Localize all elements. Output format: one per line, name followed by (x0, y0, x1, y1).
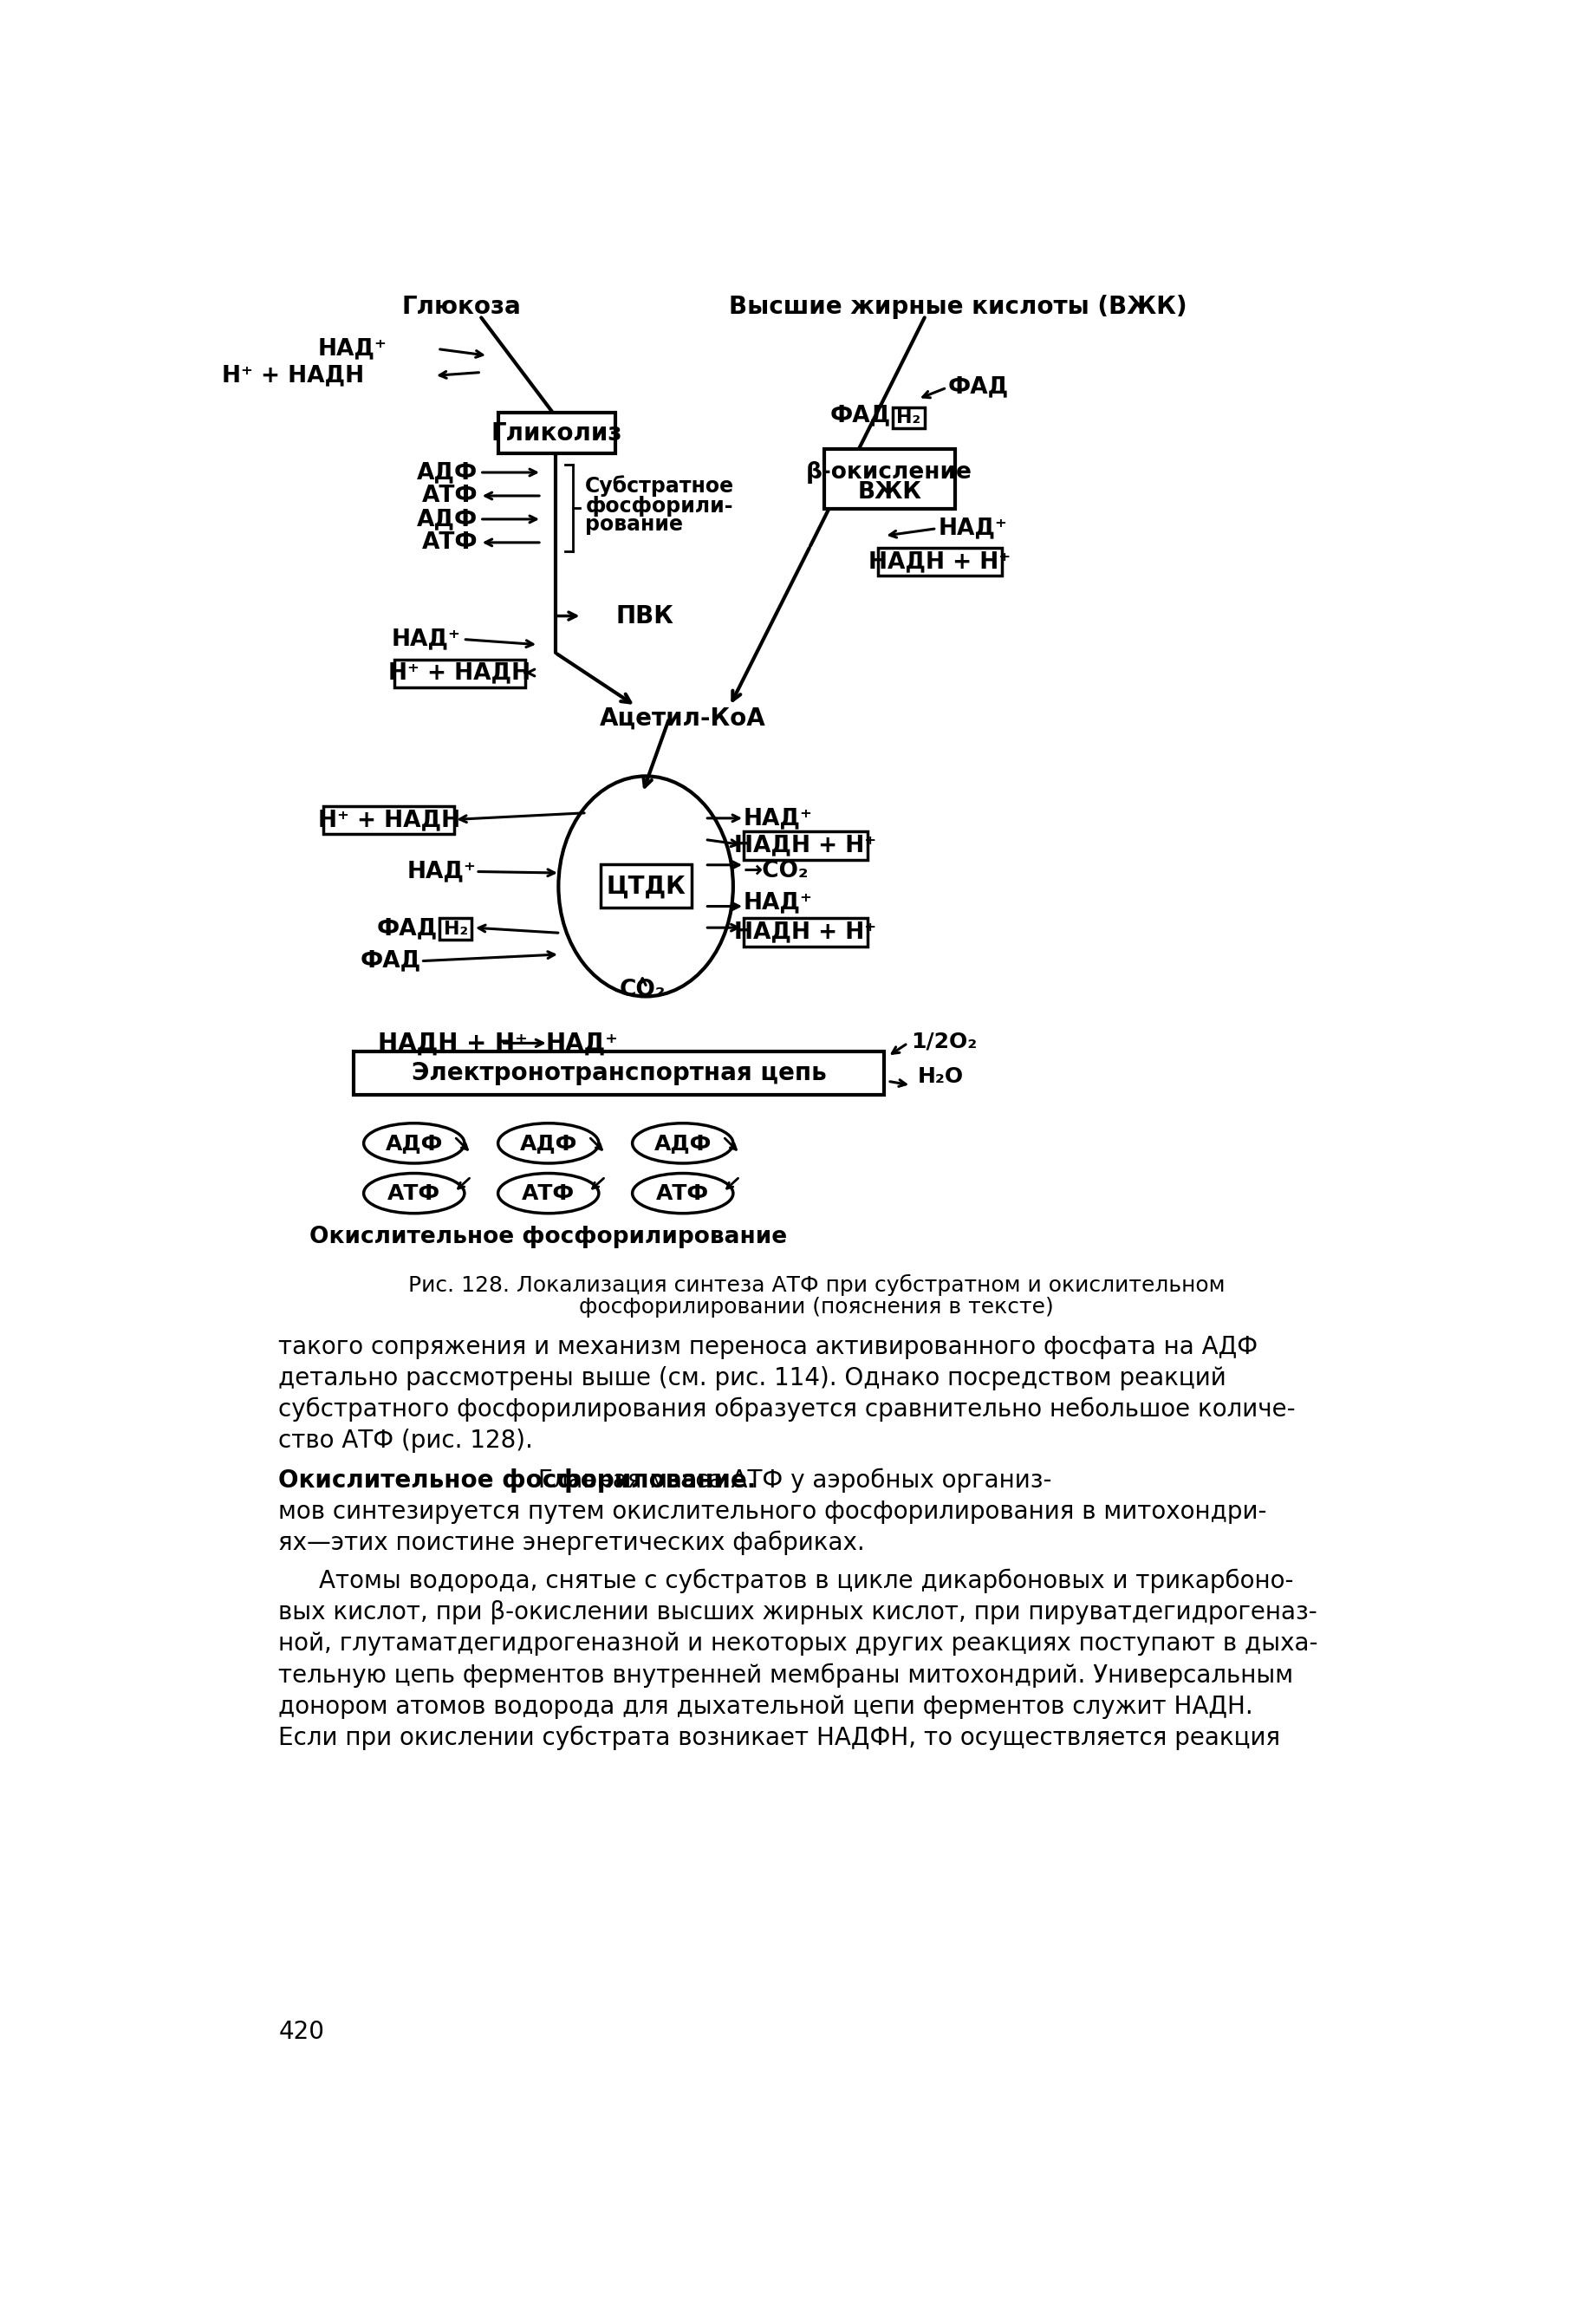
Text: →CO₂: →CO₂ (744, 860, 809, 883)
Text: НАД⁺: НАД⁺ (744, 806, 812, 830)
Text: НАД⁺: НАД⁺ (744, 892, 812, 913)
Text: ной, глутаматдегидрогеназной и некоторых других реакциях поступают в дыха-: ной, глутаматдегидрогеназной и некоторых… (279, 1631, 1317, 1657)
Text: субстратного фосфорилирования образуется сравнительно небольшое количе-: субстратного фосфорилирования образуется… (279, 1397, 1295, 1422)
Text: Глюкоза: Глюкоза (401, 295, 521, 318)
Bar (393, 660, 526, 688)
Text: ях—этих поистине энергетических фабриках.: ях—этих поистине энергетических фабриках… (279, 1532, 865, 1555)
Text: Н⁺ + НАДН: Н⁺ + НАДН (389, 662, 530, 686)
Text: фосфорили-: фосфорили- (585, 495, 733, 516)
Text: АДФ: АДФ (519, 1132, 577, 1153)
Text: Окислительное фосфорилование.: Окислительное фосфорилование. (279, 1469, 757, 1492)
Text: мов синтезируется путем окислительного фосфорилирования в митохондри-: мов синтезируется путем окислительного ф… (279, 1499, 1266, 1525)
Ellipse shape (559, 776, 733, 997)
Text: НАДН + Н⁺: НАДН + Н⁺ (868, 551, 1012, 574)
Text: ФАД: ФАД (360, 951, 421, 971)
Bar (744, 832, 868, 860)
Bar (878, 548, 1002, 576)
Text: Высшие жирные кислоты (ВЖК): Высшие жирные кислоты (ВЖК) (730, 295, 1187, 318)
Text: НАД⁺: НАД⁺ (938, 518, 1007, 539)
Text: НАДН + Н⁺: НАДН + Н⁺ (734, 834, 876, 858)
Bar (892, 407, 924, 428)
Text: 1/2O₂: 1/2O₂ (911, 1032, 977, 1050)
Bar (323, 806, 454, 834)
Text: НАДН + Н⁺: НАДН + Н⁺ (734, 920, 876, 944)
Text: ФАД: ФАД (948, 376, 1008, 397)
Text: детально рассмотрены выше (см. рис. 114). Однако посредством реакций: детально рассмотрены выше (см. рис. 114)… (279, 1367, 1227, 1390)
Bar (824, 449, 954, 509)
Text: АТФ: АТФ (523, 1183, 575, 1204)
Ellipse shape (363, 1174, 465, 1213)
Text: ство АТФ (рис. 128).: ство АТФ (рис. 128). (279, 1429, 534, 1452)
Ellipse shape (499, 1174, 599, 1213)
Text: Если при окислении субстрата возникает НАДФН, то осуществляется реакция: Если при окислении субстрата возникает Н… (279, 1727, 1281, 1750)
Text: Ацетил-КоА: Ацетил-КоА (599, 706, 766, 730)
Text: Н⁺ + НАДН: Н⁺ + НАДН (221, 365, 363, 386)
Text: ВЖК: ВЖК (857, 481, 921, 504)
Text: АДФ: АДФ (417, 509, 478, 530)
Text: Главная масса АТФ у аэробных организ-: Главная масса АТФ у аэробных организ- (530, 1469, 1051, 1492)
Text: донором атомов водорода для дыхательной цепи ферментов служит НАДН.: донором атомов водорода для дыхательной … (279, 1694, 1254, 1720)
Text: ФАД: ФАД (376, 918, 438, 939)
Text: Окислительное фосфорилирование: Окислительное фосфорилирование (309, 1225, 787, 1248)
Text: H₂: H₂ (897, 409, 921, 425)
Text: ПВК: ПВК (615, 604, 674, 627)
Text: АДФ: АДФ (417, 460, 478, 483)
Text: рование: рование (585, 514, 683, 535)
Ellipse shape (499, 1122, 599, 1164)
Text: Электронотранспортная цепь: Электронотранспортная цепь (411, 1062, 827, 1085)
Text: НАД⁺: НАД⁺ (408, 860, 476, 883)
Text: H₂O: H₂O (918, 1067, 964, 1088)
Text: Субстратное: Субстратное (585, 474, 734, 497)
Text: НАД⁺: НАД⁺ (319, 337, 387, 360)
Text: Н⁺ + НАДН: Н⁺ + НАДН (317, 809, 460, 832)
Text: Гликолиз: Гликолиз (491, 421, 623, 446)
Text: АТФ: АТФ (422, 532, 478, 553)
Text: АДФ: АДФ (655, 1132, 712, 1153)
Text: ФАД: ФАД (830, 404, 890, 428)
Text: НАД⁺: НАД⁺ (546, 1032, 618, 1055)
Bar (744, 918, 868, 946)
Text: НАДН + Н⁺: НАДН + Н⁺ (378, 1032, 527, 1055)
Ellipse shape (632, 1122, 733, 1164)
Text: Атомы водорода, снятые с субстратов в цикле дикарбоновых и трикарбоно-: Атомы водорода, снятые с субстратов в ци… (319, 1569, 1294, 1594)
Text: АТФ: АТФ (656, 1183, 709, 1204)
Text: такого сопряжения и механизм переноса активированного фосфата на АДФ: такого сопряжения и механизм переноса ак… (279, 1334, 1258, 1360)
Text: H₂: H₂ (443, 920, 468, 937)
Text: β-окисление: β-окисление (806, 460, 972, 483)
Text: ЦТДК: ЦТДК (605, 874, 685, 899)
Text: 420: 420 (279, 2020, 325, 2043)
Text: Рис. 128. Локализация синтеза АТФ при субстратном и окислительном: Рис. 128. Локализация синтеза АТФ при су… (408, 1274, 1225, 1297)
Text: НАД⁺: НАД⁺ (392, 627, 460, 651)
Text: АДФ: АДФ (386, 1132, 443, 1153)
Text: фосфорилировании (пояснения в тексте): фосфорилировании (пояснения в тексте) (578, 1297, 1055, 1318)
Bar (499, 411, 615, 453)
Text: CO₂: CO₂ (620, 978, 666, 1002)
Bar (354, 1053, 884, 1095)
Bar (440, 918, 472, 939)
Ellipse shape (363, 1122, 465, 1164)
Text: АТФ: АТФ (422, 483, 478, 507)
Ellipse shape (632, 1174, 733, 1213)
Text: тельную цепь ферментов внутренней мембраны митохондрий. Универсальным: тельную цепь ферментов внутренней мембра… (279, 1664, 1294, 1687)
Text: вых кислот, при β-окислении высших жирных кислот, при пируватдегидрогеназ-: вых кислот, при β-окислении высших жирны… (279, 1601, 1317, 1624)
Text: АТФ: АТФ (387, 1183, 441, 1204)
Bar (601, 865, 691, 909)
